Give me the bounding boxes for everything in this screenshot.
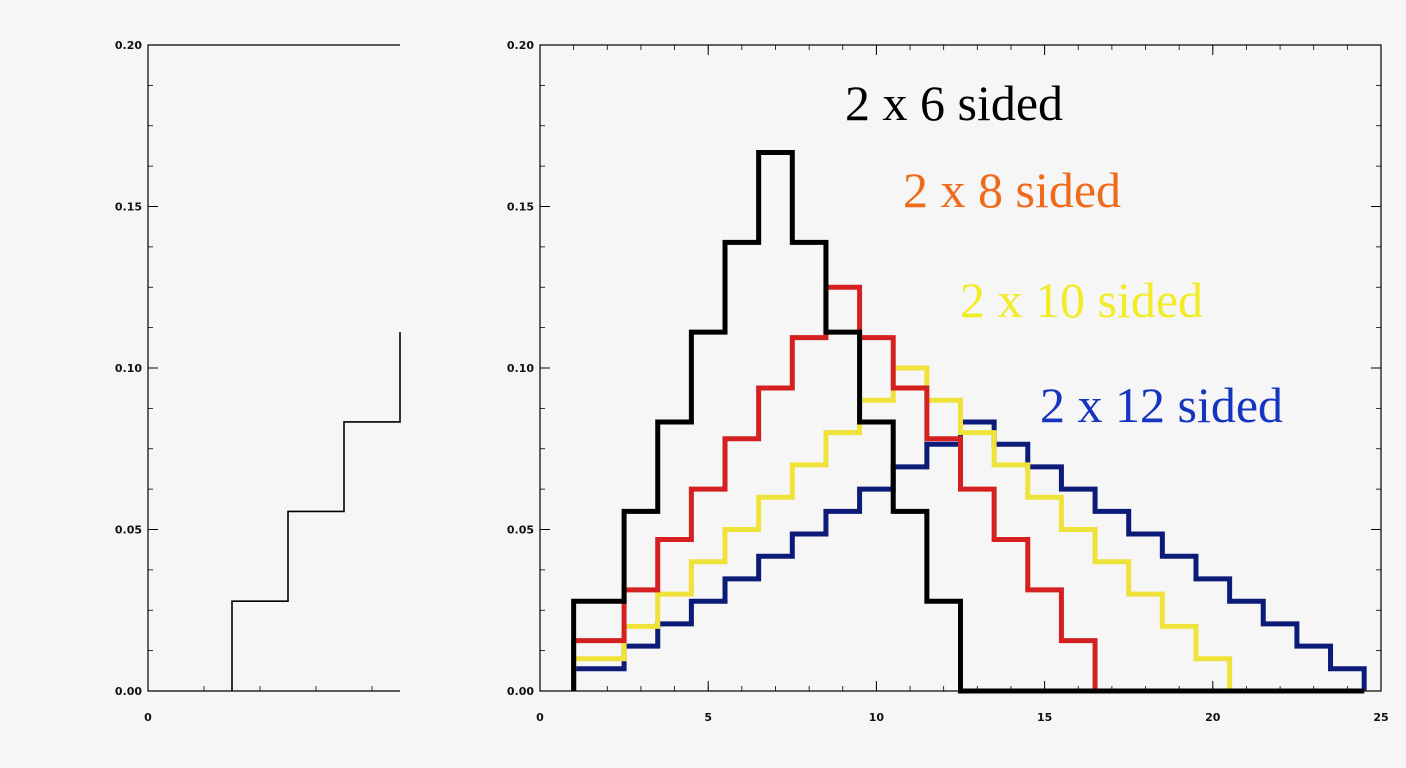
y-tick-label: 0.15 <box>507 201 534 214</box>
series-label: 2 x 10 sided <box>960 272 1203 328</box>
series-label: 2 x 6 sided <box>845 75 1063 131</box>
y-tick-label: 0.10 <box>507 362 534 375</box>
x-tick-label: 5 <box>704 711 712 724</box>
x-tick-label: 25 <box>1373 711 1388 724</box>
series-line <box>571 150 1365 694</box>
y-tick-label: 0.20 <box>115 39 142 52</box>
y-tick-label: 0.20 <box>507 39 534 52</box>
x-tick-label: 0 <box>536 711 544 724</box>
series-line <box>571 419 1367 691</box>
x-tick-label: 0 <box>144 711 152 724</box>
series-line <box>571 365 1365 694</box>
series-label: 2 x 12 sided <box>1040 377 1283 433</box>
y-tick-label: 0.00 <box>115 685 142 698</box>
y-tick-label: 0.10 <box>115 362 142 375</box>
y-tick-label: 0.05 <box>507 524 534 537</box>
y-tick-label: 0.00 <box>507 685 534 698</box>
x-tick-label: 20 <box>1205 711 1221 724</box>
right-panel-plot: 0.00 0.05 0.10 0.15 0.20 0 5 10 15 20 25 2 x 12 sid… <box>507 39 1389 724</box>
y-tick-label: 0.15 <box>115 201 142 214</box>
x-tick-label: 10 <box>869 711 885 724</box>
series-line <box>231 332 401 691</box>
left-panel-plot: 0.00 0.05 0.10 0.15 0.20 0 <box>115 39 401 724</box>
x-tick-label: 15 <box>1037 711 1052 724</box>
series-label: 2 x 8 sided <box>903 162 1121 218</box>
series-line <box>571 284 1365 694</box>
y-tick-label: 0.05 <box>115 524 142 537</box>
